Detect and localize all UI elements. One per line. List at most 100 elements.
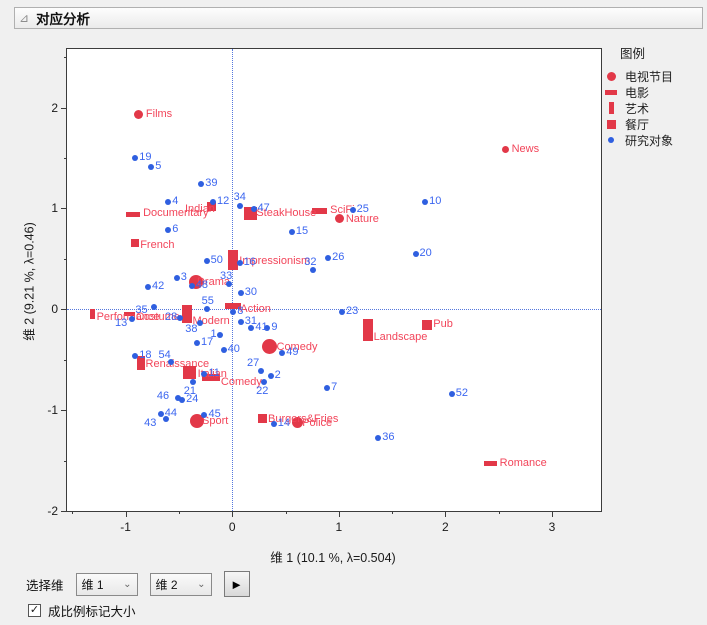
plot-area[interactable]: Films News Nature Drama Comedy Sport Police Doc… [47,48,602,534]
marker-Pub[interactable] [422,320,433,331]
marker-45[interactable] [201,412,208,419]
marker-12[interactable] [210,199,217,206]
marker-Indian[interactable] [207,201,217,211]
legend-item-label: 艺术 [625,101,650,116]
marker-Comedy[interactable] [262,339,277,355]
marker-Police[interactable] [291,416,303,428]
marker-55[interactable] [203,306,210,313]
marker-French[interactable] [131,238,140,247]
y-major-tick [61,410,67,412]
marker-40[interactable] [220,346,227,353]
label-Romance: Romance [499,456,547,469]
marker-16[interactable] [236,259,243,266]
marker-25[interactable] [349,207,356,214]
marker-3[interactable] [173,274,180,281]
marker-15[interactable] [288,228,295,235]
marker-Renaissance[interactable] [136,355,145,370]
marker-News[interactable] [501,146,509,154]
marker-24[interactable] [179,397,186,404]
marker-5[interactable] [148,164,155,171]
marker-Italian[interactable] [183,366,197,380]
marker-48[interactable] [188,283,195,290]
marker-52[interactable] [448,390,455,397]
marker-19[interactable] [132,154,139,161]
marker-17[interactable] [194,339,201,346]
marker-2[interactable] [267,372,274,379]
marker-43[interactable] [163,416,170,423]
marker-8[interactable] [230,309,237,316]
legend-item-label: 电视节目 [625,69,674,84]
marker-SciFi[interactable] [312,208,328,215]
marker-30[interactable] [237,290,244,297]
marker-Nature[interactable] [335,213,345,223]
dim1-select[interactable]: 维 1 ⌄ [75,572,138,596]
marker-Films[interactable] [133,110,143,120]
marker-28[interactable] [176,315,183,322]
marker-39[interactable] [198,181,205,188]
marker-22[interactable] [261,378,268,385]
marker-14[interactable] [270,421,277,428]
marker-Romance[interactable] [483,461,497,467]
marker-10[interactable] [422,199,429,206]
marker-4[interactable] [165,199,172,206]
marker-20[interactable] [412,250,419,257]
legend-title: 图例 [620,47,646,61]
x-tick-label: 2 [442,520,449,534]
marker-Performance[interactable] [90,309,96,320]
marker-54[interactable] [168,358,175,365]
marker-18[interactable] [132,352,139,359]
marker-36[interactable] [375,435,382,442]
marker-49[interactable] [279,349,286,356]
marker-6[interactable] [165,226,172,233]
marker-11[interactable] [201,370,208,377]
marker-50[interactable] [203,257,210,264]
marker-31[interactable] [237,319,244,326]
label-11: 11 [208,366,220,379]
marker-27[interactable] [257,367,264,374]
x-minor-tick [72,511,74,514]
marker-Costume[interactable] [124,312,136,317]
disclosure-triangle-icon[interactable]: ⊿ [19,11,30,25]
marker-41[interactable] [248,325,255,332]
y-major-tick [61,107,67,109]
marker-Modern[interactable] [182,305,193,324]
apply-dimensions-button[interactable]: ► [223,571,250,597]
label-2: 2 [274,368,281,381]
marker-9[interactable] [264,325,271,332]
marker-Sport[interactable] [190,414,205,429]
marker-35[interactable] [151,304,158,311]
legend-item-label: 电影 [625,85,650,100]
label-Comedy: Comedy [220,375,262,388]
marker-32[interactable] [310,266,317,273]
label-28: 28 [164,311,178,324]
label-10: 10 [429,195,442,208]
marker-26[interactable] [325,254,332,261]
marker-13[interactable] [129,316,136,323]
restaurant-square-icon [604,119,618,129]
marker-Landscape[interactable] [362,319,373,342]
marker-Comedy[interactable] [201,374,220,382]
marker-Action[interactable] [225,303,242,310]
marker-7[interactable] [324,384,331,391]
marker-Impressionism[interactable] [228,249,239,270]
label-55: 55 [201,295,214,308]
marker-33[interactable] [226,281,232,288]
marker-46[interactable] [174,395,181,402]
x-tick-label: 1 [335,520,343,534]
marker-Burgers&Fries[interactable] [257,413,267,423]
label-19: 19 [139,150,152,163]
proportional-marker-checkbox[interactable]: ✓ [28,604,41,617]
marker-23[interactable] [338,309,345,316]
marker-47[interactable] [250,206,257,213]
marker-38[interactable] [197,320,204,327]
marker-34[interactable] [236,203,243,210]
marker-1[interactable] [217,332,224,339]
dim2-select[interactable]: 维 2 ⌄ [149,572,212,596]
outline-title-bar[interactable]: ⊿ 对应分析 [14,7,703,29]
marker-42[interactable] [145,284,151,291]
marker-Documentary[interactable] [126,211,141,217]
y-minor-tick [64,258,67,260]
marker-44[interactable] [157,411,164,418]
label-23: 23 [345,305,359,318]
marker-21[interactable] [189,378,196,385]
